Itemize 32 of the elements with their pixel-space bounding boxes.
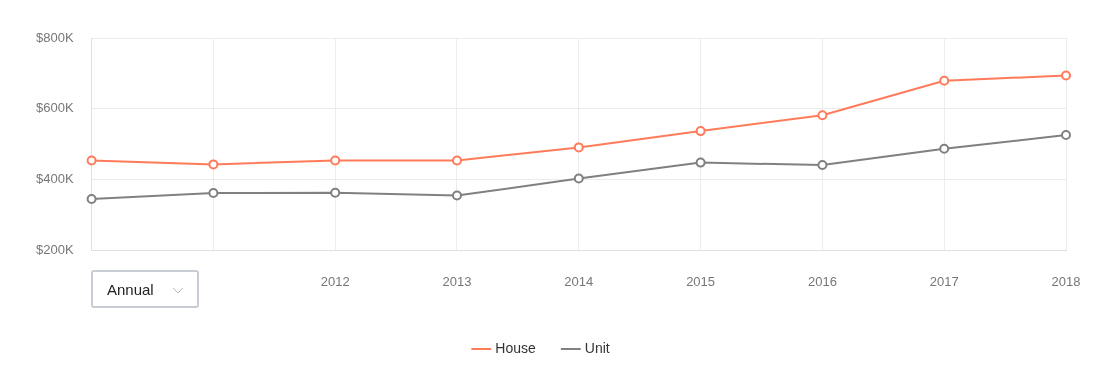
x-tick-label: 2014 (564, 273, 594, 289)
point (86, 155, 97, 166)
x-tick-label: 2013 (442, 273, 472, 289)
y-tick-label: $200K (36, 241, 74, 257)
point (208, 188, 219, 199)
x-tick-label: 2015 (686, 273, 716, 289)
point (330, 187, 341, 198)
point (86, 194, 97, 205)
x-tick-label: 2012 (320, 273, 350, 289)
point (451, 155, 462, 166)
point (573, 173, 584, 184)
y-tick-label: $400K (36, 171, 74, 187)
dropdown-field: Annual (91, 270, 199, 308)
point (451, 190, 462, 201)
y-tick-label: $600K (36, 100, 74, 116)
point (1061, 130, 1071, 140)
point (817, 160, 828, 171)
point (939, 143, 950, 154)
x-tick-label: 2018 (1051, 273, 1081, 289)
point (939, 75, 950, 86)
point (817, 110, 828, 121)
legend-label: House (495, 339, 536, 356)
point (695, 157, 706, 168)
x-tick-label: 2016 (807, 273, 837, 289)
legend-label: Unit (584, 339, 610, 356)
point (695, 126, 706, 137)
x-tick-label: 2017 (929, 273, 959, 289)
point (330, 155, 341, 166)
point (573, 142, 584, 153)
point (1061, 70, 1071, 81)
y-tick-label: $800K (36, 29, 74, 45)
point (208, 159, 219, 170)
